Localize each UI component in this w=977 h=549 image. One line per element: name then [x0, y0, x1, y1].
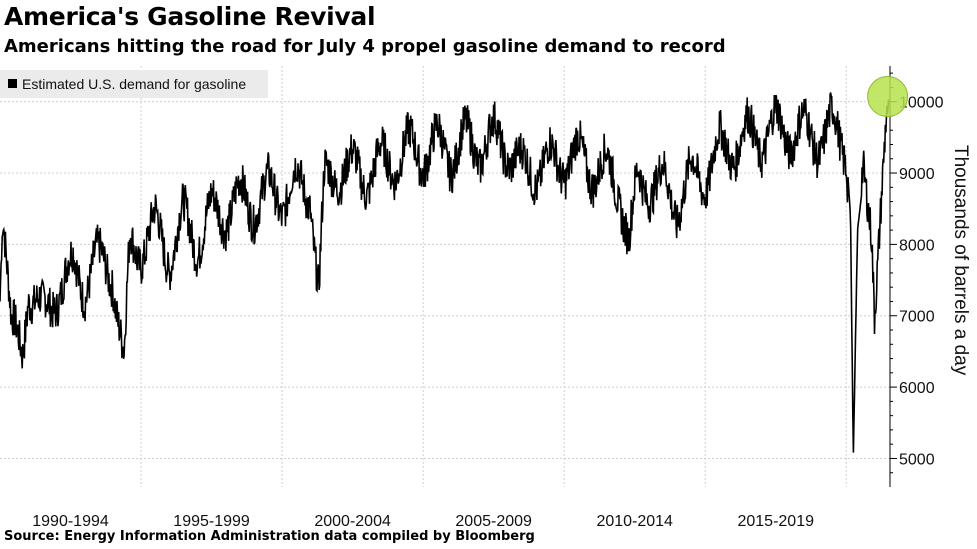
series-line — [0, 92, 890, 453]
highlight-circle — [867, 76, 909, 118]
y-tick-label: 8000 — [899, 237, 935, 254]
gridlines — [0, 66, 890, 487]
y-axis-title: Thousands of barrels a day — [950, 145, 971, 376]
x-tick-label: 2005-2009 — [455, 513, 532, 530]
x-tick-label: 2015-2019 — [737, 513, 814, 530]
y-tick-label: 6000 — [899, 380, 935, 397]
legend-label: Estimated U.S. demand for gasoline — [22, 76, 246, 92]
y-tick-label: 9000 — [899, 166, 935, 183]
chart-title: America's Gasoline Revival — [4, 2, 376, 31]
y-axis: 5000 6000 7000 8000 9000 10000 — [889, 66, 944, 487]
y-tick-label: 7000 — [899, 309, 935, 326]
legend-swatch — [8, 79, 17, 88]
x-tick-label: 2000-2004 — [314, 513, 391, 530]
x-tick-label: 1995-1999 — [173, 513, 250, 530]
y-tick-label: 10000 — [899, 95, 944, 112]
source-note: Source: Energy Information Administratio… — [4, 529, 535, 544]
legend: Estimated U.S. demand for gasoline — [0, 70, 268, 98]
y-tick-label: 5000 — [899, 451, 935, 468]
x-axis-labels: 1990-1994 1995-1999 2000-2004 2005-2009 2010… — [32, 513, 814, 530]
x-tick-label: 2010-2014 — [596, 513, 673, 530]
chart-subtitle: Americans hitting the road for July 4 pr… — [4, 36, 726, 57]
legend-background — [0, 70, 268, 98]
x-tick-label: 1990-1994 — [32, 513, 109, 530]
